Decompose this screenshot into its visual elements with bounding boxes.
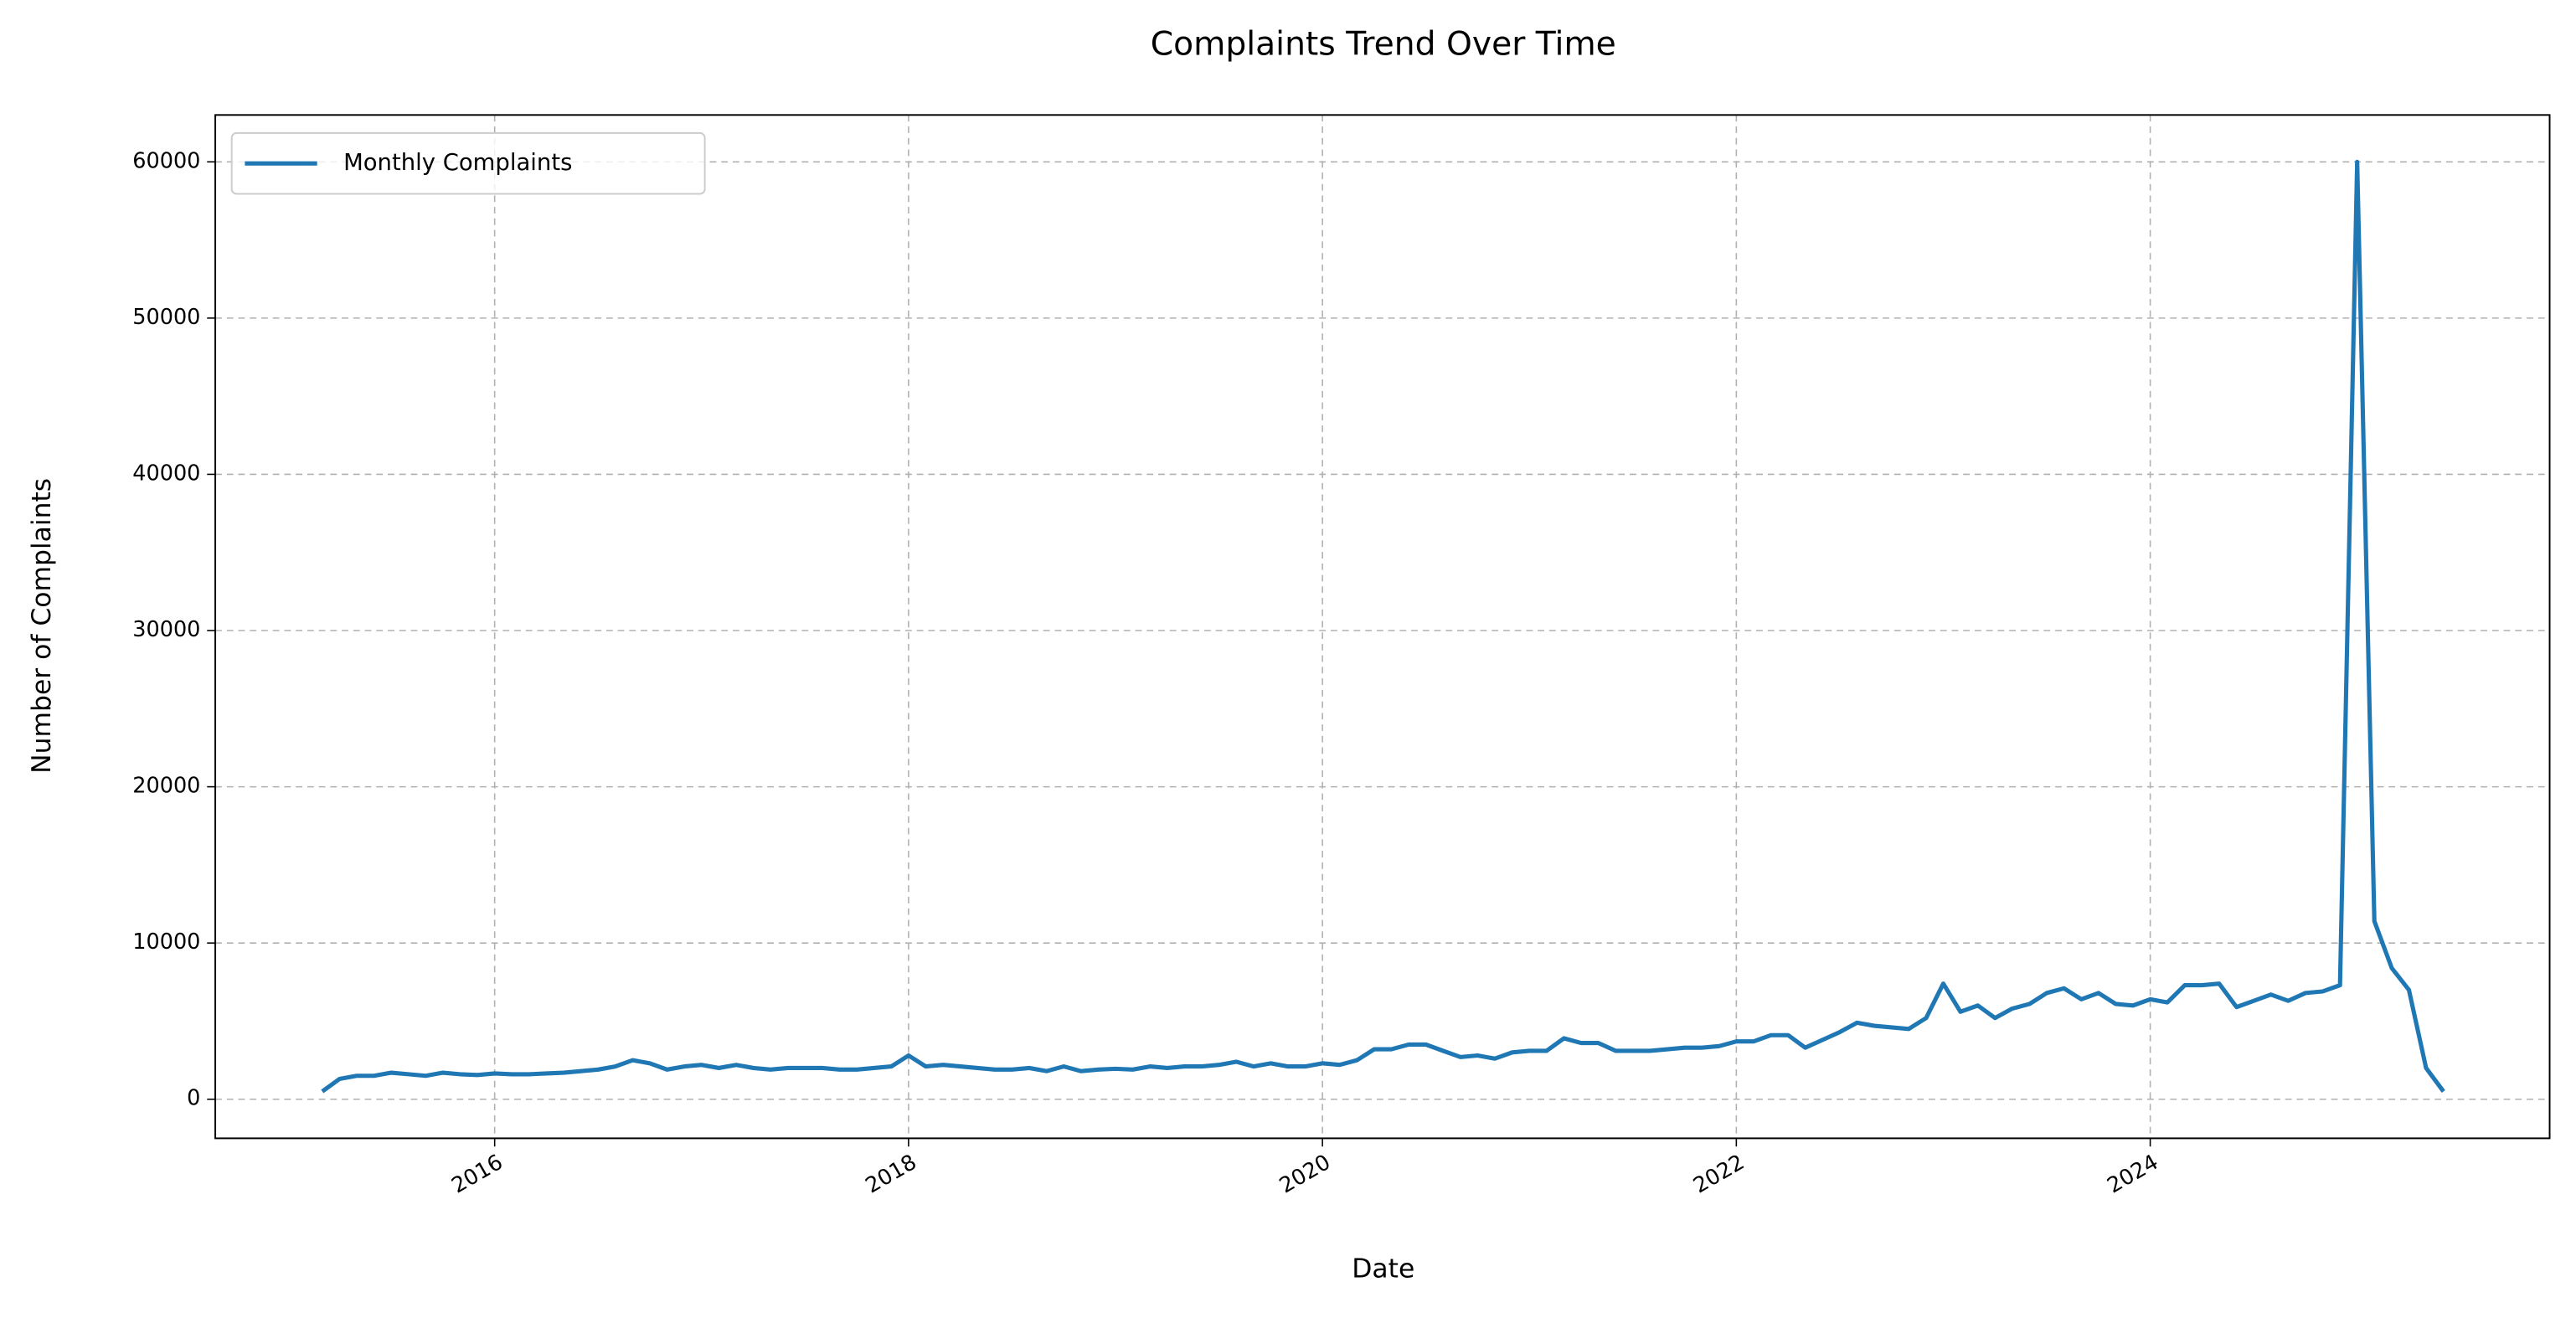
y-tick-label: 0 xyxy=(187,1086,200,1111)
y-axis-label: Number of Complaints xyxy=(27,478,57,774)
legend-box xyxy=(230,131,706,195)
y-tick-label: 50000 xyxy=(132,305,200,330)
plot-frame xyxy=(214,114,2551,1140)
y-tick-label: 30000 xyxy=(132,617,200,642)
y-tick-label: 20000 xyxy=(132,774,200,799)
y-tick-label: 60000 xyxy=(132,148,200,173)
chart-title: Complaints Trend Over Time xyxy=(1151,25,1616,63)
y-tick-label: 40000 xyxy=(132,461,200,486)
data-line xyxy=(321,159,2445,1094)
legend-label: Monthly Complaints xyxy=(343,150,572,176)
x-axis-label: Date xyxy=(1352,1254,1414,1284)
y-tick-label: 10000 xyxy=(132,929,200,955)
